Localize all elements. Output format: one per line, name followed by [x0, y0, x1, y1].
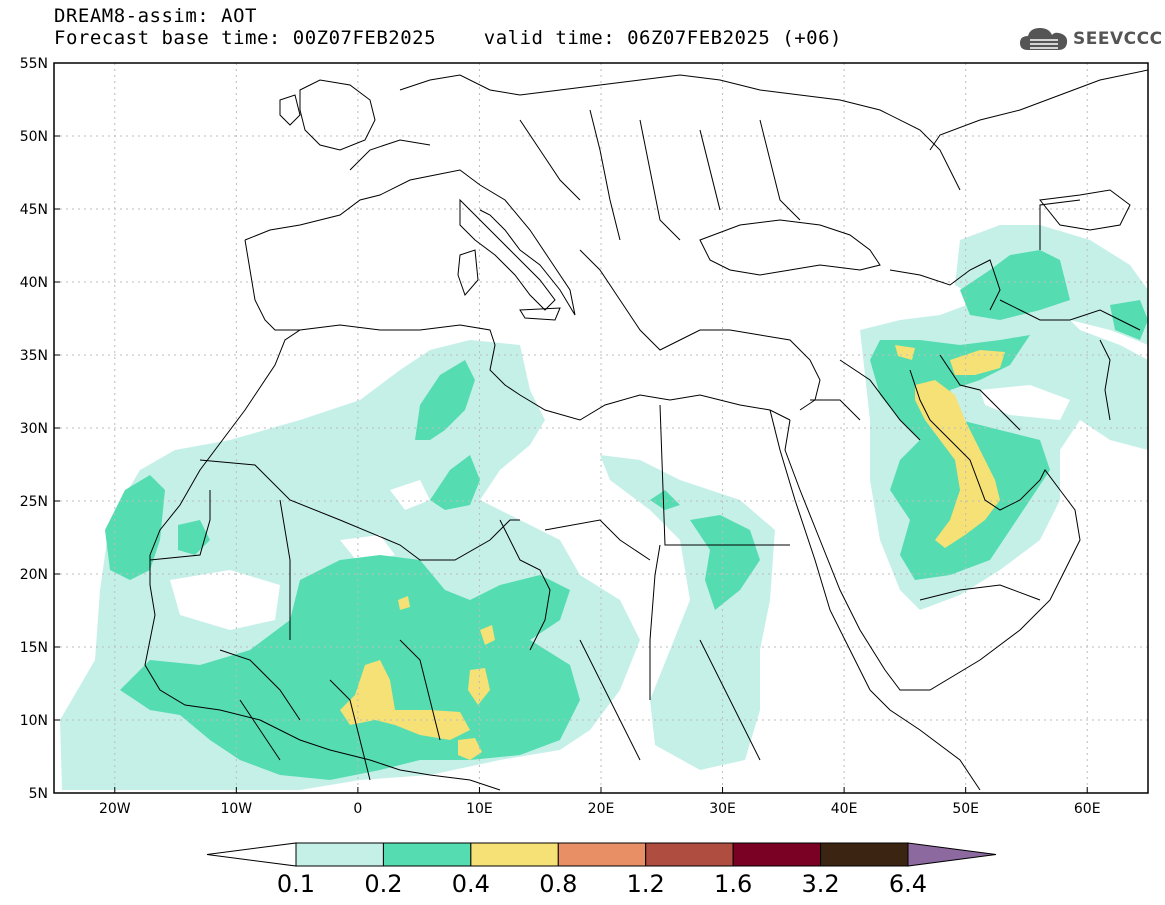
lat-tick-label: 50N	[20, 129, 48, 145]
lat-tick-label: 40N	[20, 275, 48, 291]
latitude-labels: 5N 10N 15N 20N 25N 30N 35N 40N 45N 50N 55N	[20, 56, 60, 802]
lon-tick-label: 40E	[831, 801, 858, 817]
cloud-icon	[1020, 28, 1068, 50]
colorbar-box	[470, 842, 559, 867]
lat-tick-label: 10N	[20, 713, 48, 729]
colorbar-label: 0.1	[276, 870, 316, 898]
colorbar-box	[382, 842, 472, 867]
colorbar-box	[557, 842, 647, 867]
lat-tick-label: 35N	[20, 348, 48, 364]
seevccc-logo: SEEVCCC	[1018, 24, 1163, 54]
longitude-labels: 20W 10W 0 10E 20E 30E 40E 50E 60E	[99, 787, 1101, 817]
lon-tick-label: 10E	[466, 801, 493, 817]
colorbar-label: 6.4	[888, 870, 928, 898]
lon-tick-label: 60E	[1074, 801, 1101, 817]
colorbar-label: 0.4	[451, 870, 490, 898]
coastlines-and-borders	[144, 69, 1148, 791]
forecast-time-line: Forecast base time: 00Z07FEB2025 valid t…	[54, 27, 842, 49]
colorbar-box	[295, 842, 384, 867]
colorbar-label: 0.2	[364, 870, 403, 898]
colorbar-label: 1.2	[626, 870, 665, 898]
lat-tick-label: 25N	[20, 494, 48, 510]
lon-tick-label: 30E	[709, 801, 736, 817]
lat-tick-label: 45N	[20, 202, 48, 218]
colorbar-min-arrow	[206, 842, 297, 867]
lat-tick-label: 5N	[29, 786, 48, 802]
lon-tick-label: 0	[353, 801, 362, 817]
lon-tick-label: 20W	[99, 801, 131, 817]
aot-field	[60, 225, 1148, 790]
lon-tick-label: 10W	[220, 801, 252, 817]
lon-tick-label: 20E	[588, 801, 615, 817]
colorbar-label: 0.8	[539, 870, 578, 898]
colorbar-box	[820, 842, 909, 867]
map-title: DREAM8-assim: AOT	[54, 5, 257, 27]
lat-tick-label: 30N	[20, 421, 48, 437]
lat-tick-label: 20N	[20, 567, 48, 583]
colorbar-max-arrow	[907, 842, 997, 867]
lon-tick-label: 50E	[952, 801, 979, 817]
logo-text: SEEVCCC	[1073, 29, 1163, 49]
lat-tick-label: 55N	[20, 56, 48, 72]
colorbar-box	[732, 842, 822, 867]
lat-tick-label: 15N	[20, 640, 48, 656]
colorbar-label: 1.6	[714, 870, 753, 898]
colorbar-label: 3.2	[801, 870, 840, 898]
colorbar-box	[645, 842, 734, 867]
colorbar	[206, 842, 997, 867]
